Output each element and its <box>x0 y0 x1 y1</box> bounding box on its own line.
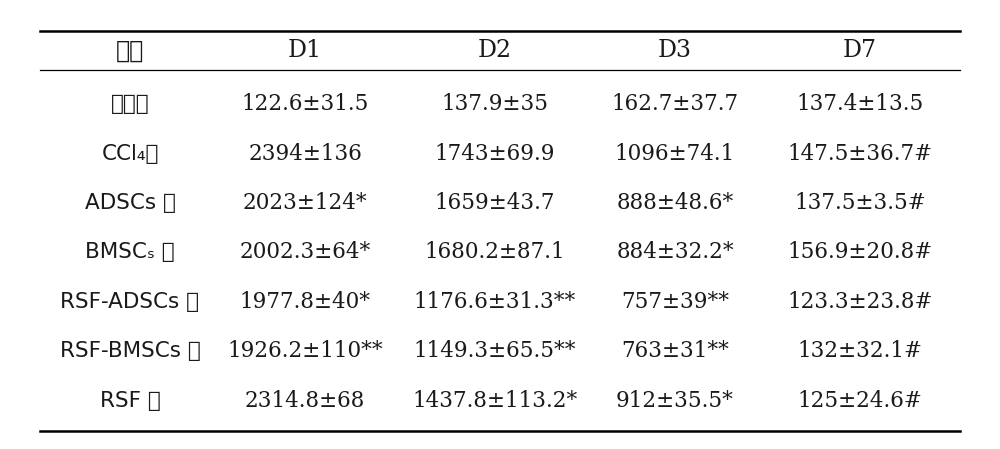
Text: 125±24.6#: 125±24.6# <box>798 390 922 411</box>
Text: 2023±124*: 2023±124* <box>243 192 367 214</box>
Text: 137.9±35: 137.9±35 <box>442 93 548 115</box>
Text: 1926.2±110**: 1926.2±110** <box>227 340 383 362</box>
Text: 2394±136: 2394±136 <box>248 143 362 164</box>
Text: 147.5±36.7#: 147.5±36.7# <box>787 143 933 164</box>
Text: 757±39**: 757±39** <box>621 291 729 313</box>
Text: RSF 组: RSF 组 <box>100 391 160 410</box>
Text: 884±32.2*: 884±32.2* <box>616 242 734 263</box>
Text: 137.4±13.5: 137.4±13.5 <box>796 93 924 115</box>
Text: 1176.6±31.3**: 1176.6±31.3** <box>414 291 576 313</box>
Text: 分组: 分组 <box>116 38 144 62</box>
Text: 888±48.6*: 888±48.6* <box>616 192 734 214</box>
Text: RSF-ADSCs 组: RSF-ADSCs 组 <box>60 292 200 312</box>
Text: 正常组: 正常组 <box>111 94 149 114</box>
Text: 1680.2±87.1: 1680.2±87.1 <box>425 242 565 263</box>
Text: 123.3±23.8#: 123.3±23.8# <box>787 291 933 313</box>
Text: 1659±43.7: 1659±43.7 <box>435 192 555 214</box>
Text: 132±32.1#: 132±32.1# <box>798 340 922 362</box>
Text: 1096±74.1: 1096±74.1 <box>615 143 735 164</box>
Text: 2002.3±64*: 2002.3±64* <box>239 242 371 263</box>
Text: 1149.3±65.5**: 1149.3±65.5** <box>414 340 576 362</box>
Text: D1: D1 <box>288 39 322 62</box>
Text: 162.7±37.7: 162.7±37.7 <box>611 93 739 115</box>
Text: 1437.8±113.2*: 1437.8±113.2* <box>412 390 578 411</box>
Text: D7: D7 <box>843 39 877 62</box>
Text: 912±35.5*: 912±35.5* <box>616 390 734 411</box>
Text: CCl₄组: CCl₄组 <box>101 144 159 163</box>
Text: 122.6±31.5: 122.6±31.5 <box>241 93 369 115</box>
Text: D3: D3 <box>658 39 692 62</box>
Text: ADSCs 组: ADSCs 组 <box>85 193 175 213</box>
Text: RSF-BMSCs 组: RSF-BMSCs 组 <box>60 341 200 361</box>
Text: 137.5±3.5#: 137.5±3.5# <box>794 192 926 214</box>
Text: BMSCₛ 组: BMSCₛ 组 <box>85 242 175 262</box>
Text: 156.9±20.8#: 156.9±20.8# <box>787 242 933 263</box>
Text: 2314.8±68: 2314.8±68 <box>245 390 365 411</box>
Text: D2: D2 <box>478 39 512 62</box>
Text: 1977.8±40*: 1977.8±40* <box>240 291 370 313</box>
Text: 1743±69.9: 1743±69.9 <box>435 143 555 164</box>
Text: 763±31**: 763±31** <box>621 340 729 362</box>
